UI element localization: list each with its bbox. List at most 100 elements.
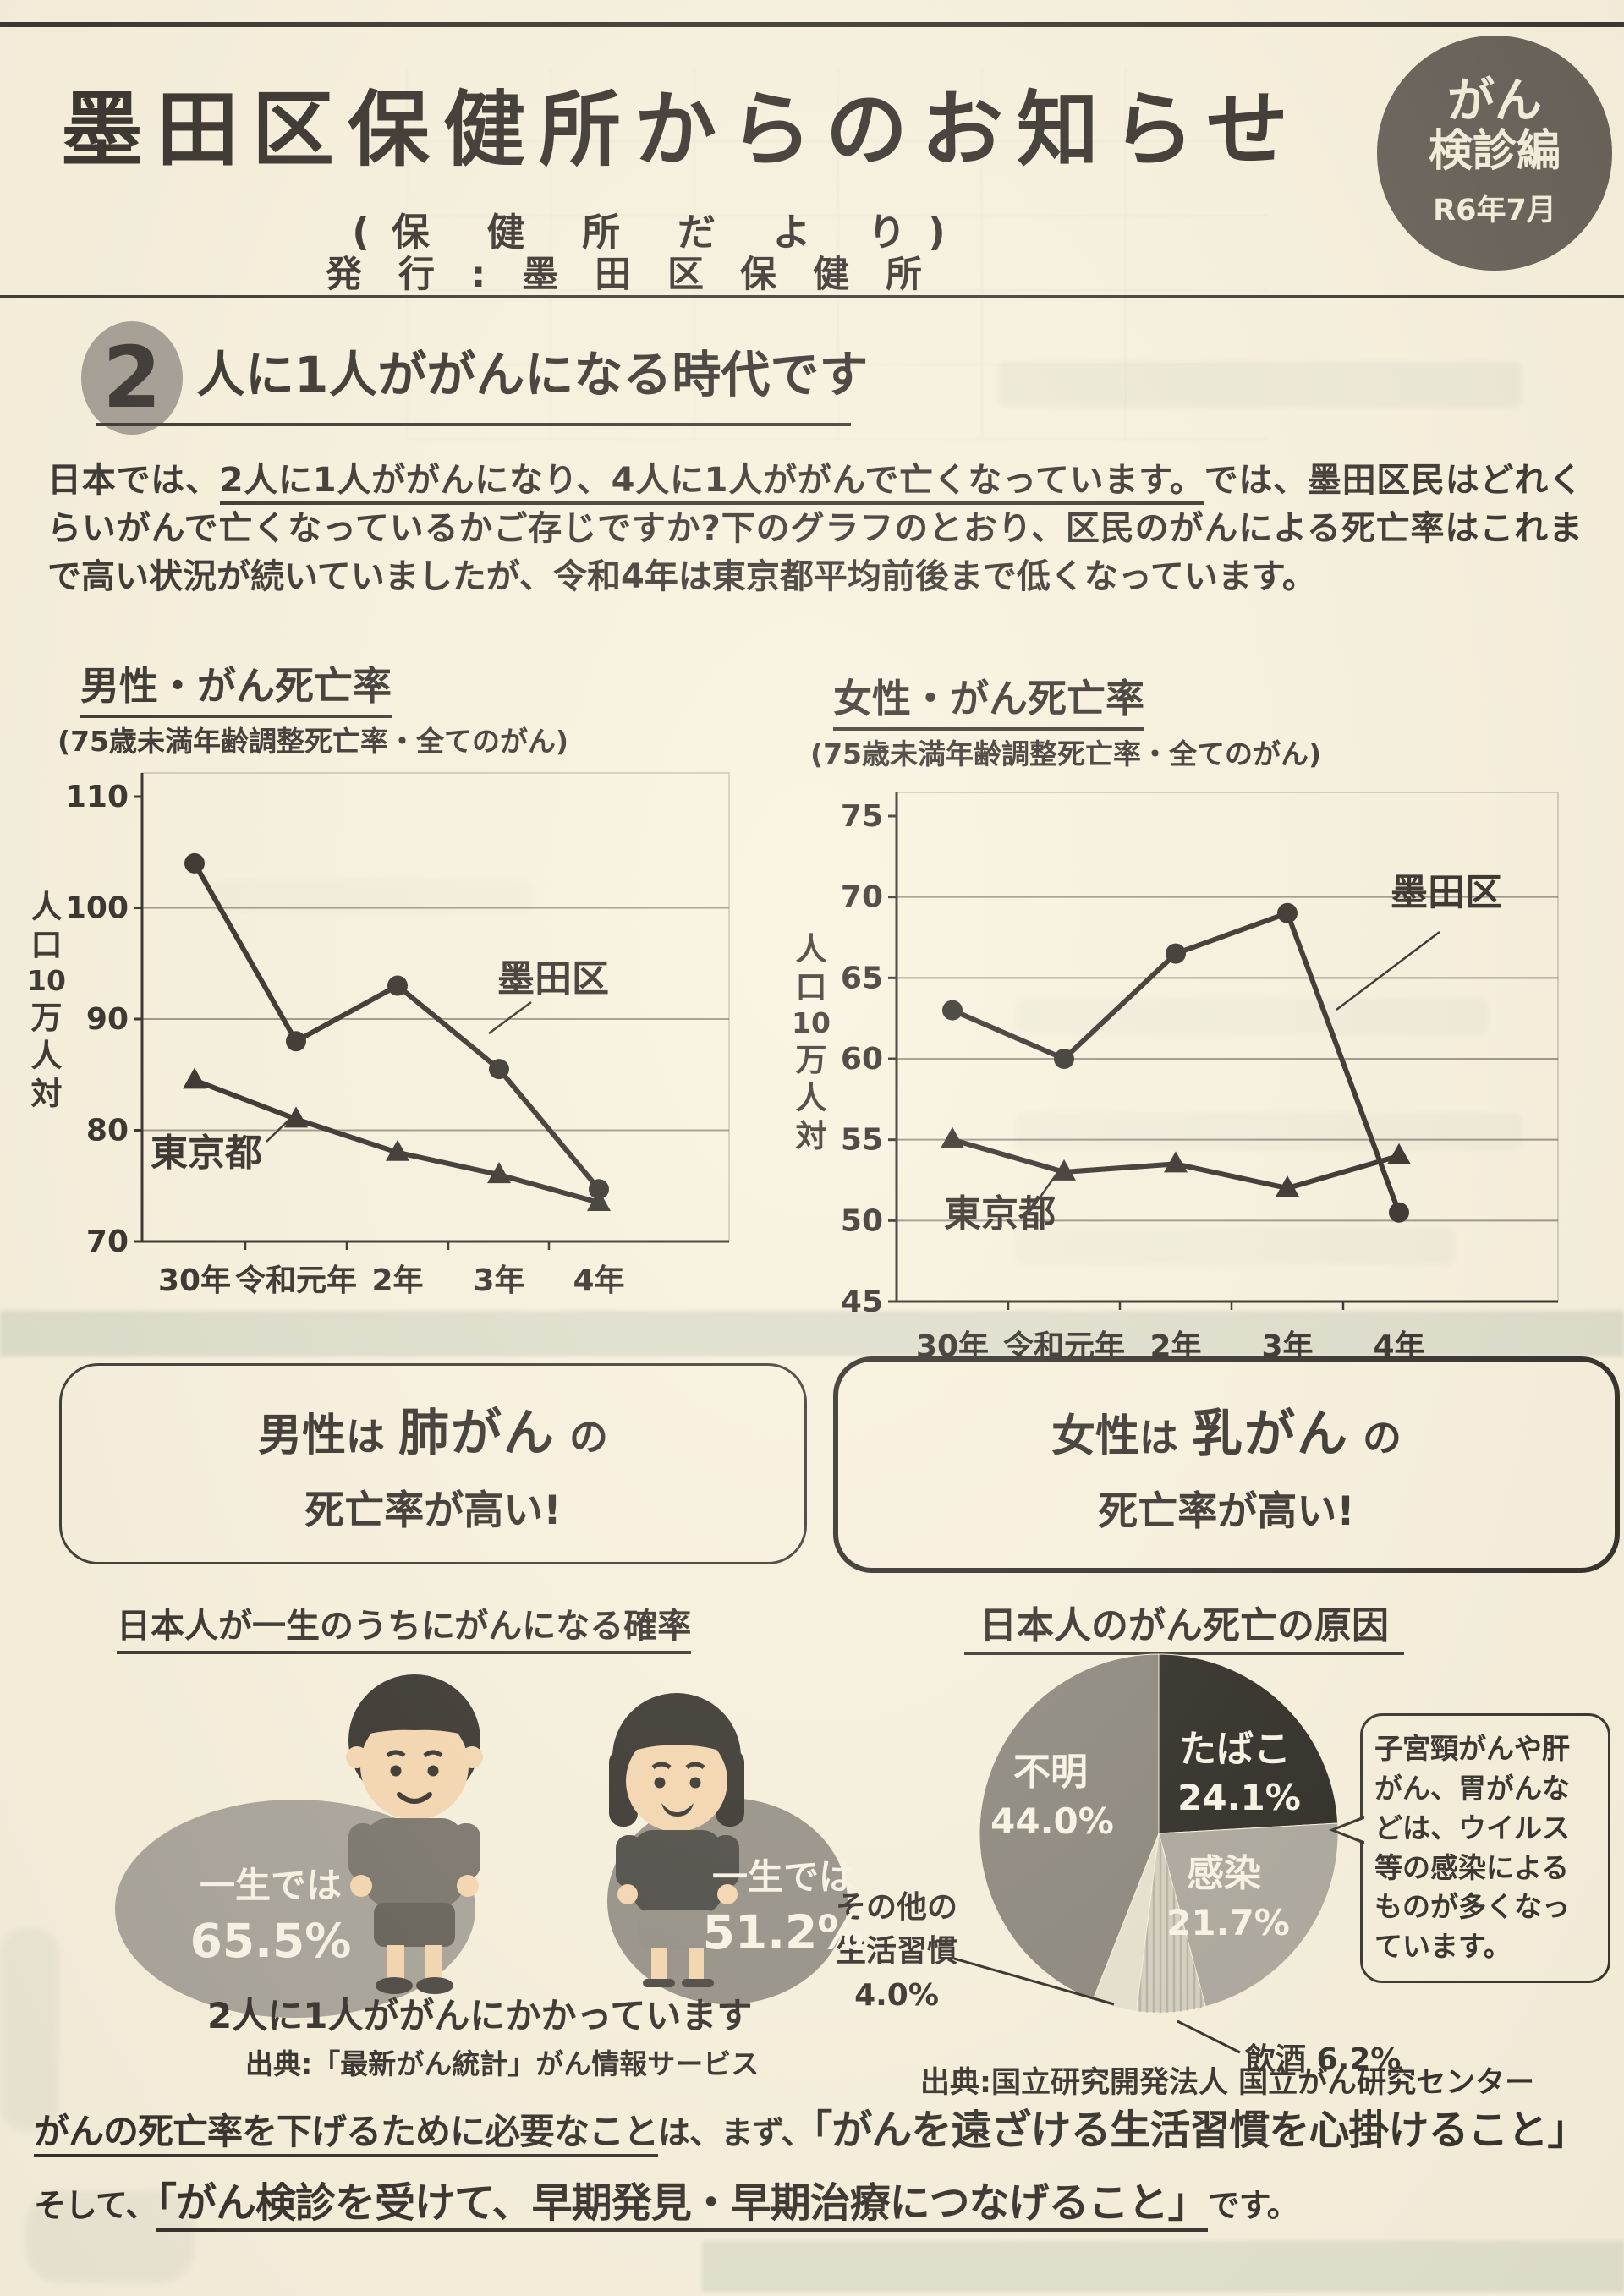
female-callout-cancer-type: 乳がん [1192,1405,1349,1464]
male-cancer-death-rate-chart: 男性・がん死亡率 (75歳未満年齢調整死亡率・全てのがん) 人口 10 万人対 11… [25,651,778,1336]
svg-text:50: 50 [841,1203,883,1238]
female-chart-y-axis-label: 人口 10 万人対 [792,931,831,1154]
header-rule [0,295,1624,298]
badge-line2: 検診編 [1428,126,1561,177]
female-callout-subject: 女性 [1051,1411,1139,1462]
cancer-death-causes-block: 日本人のがん死亡の原因 たばこ 24.1% 感染 21.7% 不明 44.0% その他の生… [812,1588,1624,2146]
male-callout-particle: は [345,1414,385,1460]
female-bubble-label: 一生では [711,1856,854,1898]
female-callout-particle: は [1138,1415,1178,1460]
svg-text:不明: 不明 [1013,1751,1088,1794]
female-lifetime-probability: 一生では 51.2% [690,1849,876,1959]
closing-end: です。 [1207,2186,1299,2224]
female-callout-post: の [1363,1415,1402,1460]
cancer-causes-pie-chart: たばこ 24.1% 感染 21.7% 不明 44.0% [812,1588,1624,2150]
svg-text:65: 65 [841,961,883,995]
closing-mid: は、まず、 [658,2114,813,2151]
svg-text:44.0%: 44.0% [990,1800,1114,1842]
paragraph-mid: では、墨田区民はどれくらいがんで亡くなっているかご存じですか?下のグラフのとおり… [47,461,1583,548]
pie-source: 出典:国立研究開発法人 国立がん研究センター [920,2066,1535,2100]
svg-text:24.1%: 24.1% [1177,1777,1301,1818]
male-chart-y-axis-label: 人口 10 万人対 [27,889,66,1112]
probability-heading: 日本人が一生のうちにがんになる確率 [117,1598,692,1654]
badge-line3: R6年7月 [1433,193,1556,227]
closing-statement: がんの死亡率を下げるために必要なことは、まず、「がんを遠ざける生活習慣を心掛ける… [34,2101,1604,2233]
closing-underlined: がんの死亡率を下げるために必要なこと [34,2111,659,2157]
svg-text:2年: 2年 [371,1263,423,1298]
female-breast-cancer-callout: 女性は 乳がん の 死亡率が高い! [833,1356,1620,1573]
pie-chart-title: 日本人のがん死亡の原因 [964,1595,1404,1655]
paragraph-underlined: 2人に1人ががんになり、4人に1人ががんで亡くなっています。 [219,461,1204,505]
svg-text:110: 110 [65,780,129,814]
svg-text:令和元年: 令和元年 [235,1263,357,1298]
closing-line2: そして、「がん検診を受けて、早期発見・早期治療につなげること」です。 [34,2174,1604,2233]
female-callout-line1: 女性は 乳がん の [1051,1393,1402,1466]
page-title: 墨田区保健所からのお知らせ [61,82,1303,178]
female-bubble-value: 51.2% [702,1905,864,1959]
svg-text:4年: 4年 [573,1263,624,1298]
svg-text:80: 80 [86,1114,129,1148]
section-number: 2 [102,328,162,427]
male-callout-subject: 男性 [257,1411,346,1461]
lifetime-cancer-probability-block: 日本人が一生のうちにがんになる確率 [51,1588,864,2129]
probability-source: 出典:「最新がん統計」がん情報サービス [245,2047,760,2080]
male-callout-line1: 男性は 肺がん の [258,1392,608,1466]
svg-text:75: 75 [841,799,883,834]
female-chart-subtitle: (75歳未満年齢調整死亡率・全てのがん) [810,737,1322,770]
paragraph-bold: 区民のがんによる死亡率はこれまで高い状況が続いていましたが、令和4年は東京都平均… [47,509,1583,596]
svg-text:墨田区: 墨田区 [497,957,609,1000]
male-lifetime-probability: 一生では 65.5% [144,1857,398,1968]
male-chart-subtitle: (75歳未満年齢調整死亡率・全てのがん) [58,725,569,758]
female-chart-plot: 75 70 65 60 55 50 45 30年 令和元年 2年 3年 4年 墨田区 東京都 [787,651,1624,1424]
female-chart-title: 女性・がん死亡率 [833,668,1144,731]
male-callout-line2: 死亡率が高い! [304,1488,562,1534]
section-number-circle: 2 [81,321,183,435]
male-callout-cancer-type: 肺がん [398,1404,556,1463]
pie-label-other-lifestyle: その他の 生活習慣 4.0% [835,1890,957,2014]
paragraph-start: 日本では、 [47,461,220,500]
male-chart-title: 男性・がん死亡率 [80,655,392,718]
lead-paragraph: 日本では、2人に1人ががんになり、4人に1人ががんで亡くなっています。では、墨田… [47,457,1583,601]
svg-text:感染: 感染 [1187,1852,1261,1895]
svg-text:70: 70 [841,880,883,915]
closing-pre2: そして、 [34,2186,157,2224]
closing-bold2: 「がん検診を受けて、早期発見・早期治療につなげること」 [156,2178,1209,2232]
probability-caption: 2人に1人ががんにかかっています [207,1995,753,2036]
male-bubble-label: 一生では [199,1865,342,1906]
svg-text:墨田区: 墨田区 [1391,871,1502,914]
section-heading-underline [96,423,851,426]
svg-text:55: 55 [841,1123,883,1158]
pie-label-alcohol: 飲酒 6.2% [1245,2042,1402,2077]
boy-illustration [346,1674,483,1994]
svg-text:60: 60 [841,1042,883,1077]
male-callout-post: の [569,1414,609,1460]
female-cancer-death-rate-chart: 女性・がん死亡率 (75歳未満年齢調整死亡率・全てのがん) 人口 10 万人対 75… [787,651,1624,1421]
cancer-screening-badge: がん 検診編 R6年7月 [1377,36,1612,271]
badge-line1: がん [1447,74,1542,129]
male-bubble-value: 65.5% [189,1914,352,1968]
svg-text:3年: 3年 [473,1263,524,1298]
svg-text:45: 45 [841,1285,883,1319]
top-rule [0,22,1624,27]
male-lung-cancer-callout: 男性は 肺がん の 死亡率が高い! [59,1363,807,1564]
infection-note-bubble: 子宮頸がんや肝がん、胃がんなどは、ウイルス等の感染によるものが多くなっています。 [1329,1713,1610,1984]
section-heading: 人に1人ががんになる時代です [196,346,869,403]
bleedthrough-artifact [998,362,1522,408]
svg-text:たばこ: たばこ [1179,1728,1291,1771]
female-callout-line2: 死亡率が高い! [1098,1488,1355,1535]
closing-bold1: 「がんを遠ざける生活習慣を心掛けること」 [812,2107,1588,2154]
boy-and-girl-illustration [346,1674,744,1994]
male-chart-plot: 110 100 90 80 70 30年 令和元年 2年 3年 4年 墨田区東京都 [25,651,778,1340]
page-subtitle: (保 健 所 だ よ り) [352,210,968,255]
girl-illustration [609,1693,744,1987]
svg-text:100: 100 [65,891,129,926]
bleedthrough-artifact [702,2241,1624,2292]
publisher-line: 発 行 : 墨 田 区 保 健 所 [326,254,934,296]
closing-line1: がんの死亡率を下げるために必要なことは、まず、「がんを遠ざける生活習慣を心掛ける… [34,2101,1604,2161]
svg-text:21.7%: 21.7% [1166,1902,1290,1943]
svg-text:東京都: 東京都 [944,1192,1056,1236]
svg-text:東京都: 東京都 [151,1132,262,1175]
svg-text:70: 70 [86,1225,129,1259]
svg-text:30年: 30年 [158,1263,231,1298]
svg-text:90: 90 [86,1002,129,1037]
